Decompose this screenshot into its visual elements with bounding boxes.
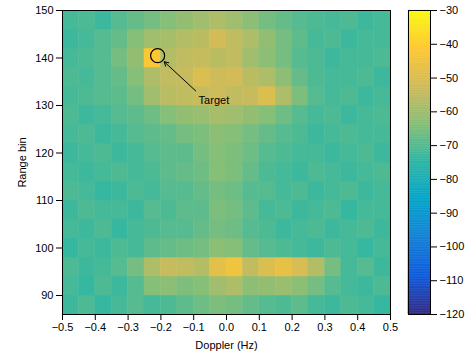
svg-text:−0.5: −0.5 bbox=[52, 321, 74, 333]
svg-text:−90: −90 bbox=[440, 207, 459, 219]
svg-text:0.0: 0.0 bbox=[219, 321, 234, 333]
svg-text:0.4: 0.4 bbox=[350, 321, 365, 333]
svg-text:100: 100 bbox=[35, 242, 53, 254]
svg-text:−0.3: −0.3 bbox=[117, 321, 139, 333]
svg-text:−120: −120 bbox=[440, 308, 465, 320]
svg-text:−50: −50 bbox=[440, 72, 459, 84]
svg-text:110: 110 bbox=[36, 194, 54, 206]
svg-text:0.1: 0.1 bbox=[252, 321, 267, 333]
svg-text:90: 90 bbox=[41, 289, 53, 301]
svg-text:Target: Target bbox=[199, 94, 230, 106]
svg-text:−100: −100 bbox=[440, 240, 465, 252]
svg-text:0.5: 0.5 bbox=[383, 321, 398, 333]
svg-text:−110: −110 bbox=[440, 274, 464, 286]
svg-text:140: 140 bbox=[35, 52, 53, 64]
svg-text:150: 150 bbox=[35, 4, 53, 16]
svg-text:−0.1: −0.1 bbox=[183, 321, 205, 333]
svg-text:−40: −40 bbox=[440, 38, 459, 50]
svg-text:−0.2: −0.2 bbox=[150, 321, 172, 333]
svg-text:−0.4: −0.4 bbox=[84, 321, 106, 333]
svg-text:0.3: 0.3 bbox=[317, 321, 332, 333]
svg-text:−60: −60 bbox=[440, 105, 459, 117]
svg-text:0.2: 0.2 bbox=[284, 321, 299, 333]
svg-text:Doppler (Hz): Doppler (Hz) bbox=[195, 339, 257, 351]
svg-text:120: 120 bbox=[35, 147, 53, 159]
svg-text:−70: −70 bbox=[440, 139, 459, 151]
svg-text:130: 130 bbox=[35, 99, 53, 111]
svg-text:−30: −30 bbox=[440, 4, 459, 16]
svg-text:Range bin: Range bin bbox=[16, 137, 28, 187]
svg-text:−80: −80 bbox=[440, 173, 459, 185]
